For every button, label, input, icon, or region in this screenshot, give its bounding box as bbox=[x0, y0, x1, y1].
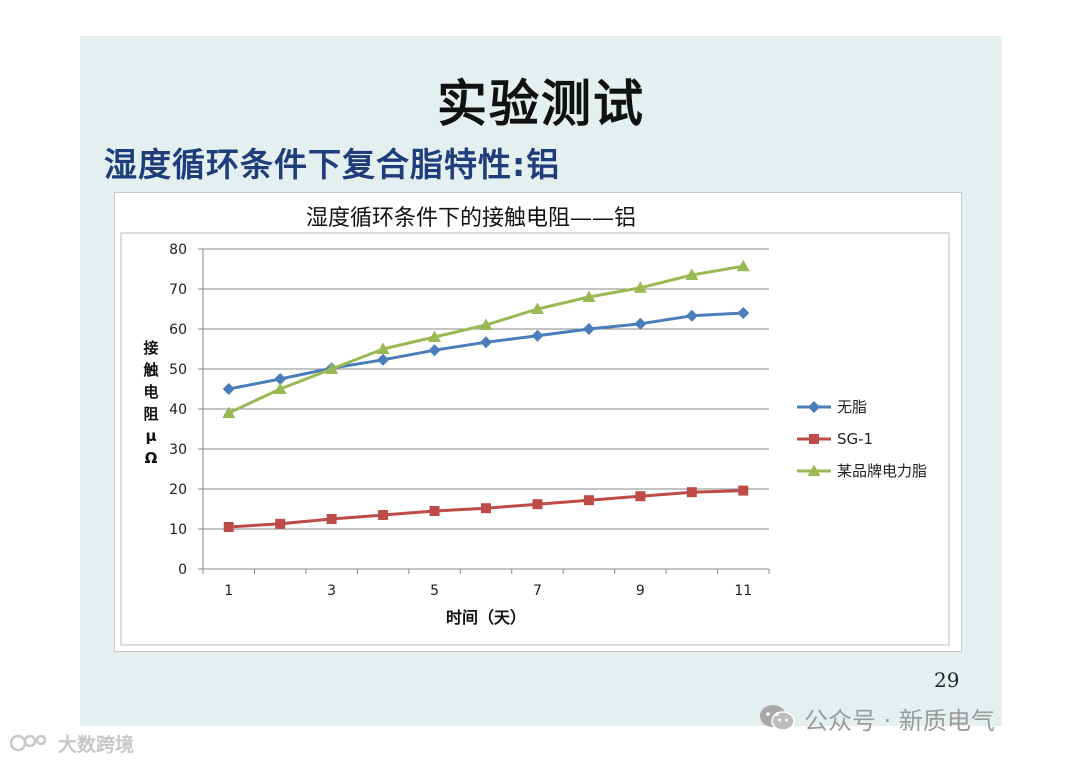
series-lines bbox=[222, 259, 750, 532]
axes: 0 10 20 30 40 50 60 70 80 1 3 5 7 9 11 时间（天） 接触电阻 μ Ω bbox=[143, 242, 770, 627]
x-tick-label: 7 bbox=[533, 583, 542, 599]
data-point bbox=[736, 259, 750, 272]
x-tick-label: 11 bbox=[734, 583, 752, 599]
legend-label: SG-1 bbox=[837, 430, 873, 448]
data-point bbox=[378, 510, 389, 520]
data-point bbox=[326, 514, 337, 524]
y-axis-title-char: Ω bbox=[145, 449, 158, 467]
data-point bbox=[531, 329, 544, 342]
data-point bbox=[685, 309, 698, 322]
y-axis-title-char: μ bbox=[145, 427, 156, 445]
y-axis-title-char: 接 bbox=[143, 339, 158, 357]
data-point bbox=[481, 503, 491, 514]
data-point bbox=[428, 330, 442, 342]
legend-label: 某品牌电力脂 bbox=[837, 462, 927, 480]
y-tick-label: 30 bbox=[169, 442, 187, 458]
y-tick-label: 0 bbox=[178, 562, 187, 578]
data-point bbox=[582, 290, 596, 302]
data-point bbox=[738, 485, 749, 496]
slide: 实验测试 湿度循环条件下复合脂特性:铝 湿度循环条件下的接触电阻——铝 0 10 2… bbox=[80, 36, 1002, 726]
y-tick-label: 70 bbox=[169, 282, 187, 298]
x-tick-label: 1 bbox=[224, 583, 233, 599]
line-chart: 湿度循环条件下的接触电阻——铝 0 10 20 30 40 50 60 70 80 1 3 5 7 9 11… bbox=[120, 206, 950, 646]
grid-lines bbox=[203, 248, 769, 570]
watermark-account-text: 公众号 · 新质电气 bbox=[804, 706, 995, 735]
wechat-icon bbox=[760, 705, 795, 731]
slide-subtitle: 湿度循环条件下复合脂特性:铝 bbox=[104, 145, 561, 184]
legend-label: 无脂 bbox=[837, 398, 867, 416]
data-point bbox=[275, 518, 286, 529]
data-point bbox=[635, 491, 646, 502]
data-point bbox=[429, 506, 440, 516]
data-point bbox=[686, 487, 697, 498]
page-number: 29 bbox=[934, 668, 960, 692]
chart-inner-frame bbox=[120, 232, 950, 646]
data-point bbox=[480, 336, 492, 349]
data-point bbox=[222, 406, 236, 418]
data-point bbox=[325, 362, 339, 374]
data-point bbox=[274, 373, 287, 385]
data-point bbox=[530, 302, 544, 314]
y-tick-label: 60 bbox=[169, 322, 187, 338]
data-point bbox=[273, 382, 287, 394]
watermark-source-text: 大数跨境 bbox=[58, 733, 135, 756]
x-tick-label: 5 bbox=[430, 583, 439, 599]
data-point bbox=[376, 342, 390, 354]
data-point bbox=[532, 499, 543, 510]
y-axis-title: 接触电阻 μ Ω bbox=[143, 339, 158, 467]
data-point bbox=[377, 353, 390, 366]
x-axis-title: 时间（天） bbox=[446, 608, 526, 627]
data-point bbox=[582, 323, 595, 335]
data-point bbox=[583, 495, 594, 506]
legend-marker bbox=[807, 464, 821, 476]
y-tick-label: 80 bbox=[169, 242, 187, 258]
data-point bbox=[633, 281, 647, 293]
legend-marker bbox=[809, 434, 819, 444]
slide-title: 实验测试 bbox=[437, 75, 645, 133]
y-axis-title-char: 电 bbox=[143, 383, 158, 401]
data-point bbox=[685, 268, 699, 280]
y-tick-label: 40 bbox=[169, 402, 187, 418]
x-tick-label: 3 bbox=[327, 583, 336, 599]
data-point bbox=[634, 317, 647, 330]
data-point bbox=[428, 344, 441, 357]
x-tick-label: 9 bbox=[636, 583, 645, 599]
legend-marker bbox=[808, 401, 820, 413]
y-axis-title-char: 触 bbox=[143, 361, 158, 379]
watermark-source: 大数跨境 bbox=[10, 729, 134, 757]
data-point bbox=[222, 383, 235, 395]
legend: 无脂 SG-1 某品牌电力脂 bbox=[797, 398, 927, 480]
data-point bbox=[223, 522, 234, 532]
chart-area: 湿度循环条件下的接触电阻——铝 0 10 20 30 40 50 60 70 80 1 3 5 7 9 11… bbox=[114, 192, 962, 652]
y-axis-title-char: 阻 bbox=[143, 405, 158, 423]
y-tick-label: 10 bbox=[169, 522, 187, 538]
y-tick-label: 20 bbox=[169, 482, 187, 498]
chart-title: 湿度循环条件下的接触电阻——铝 bbox=[306, 206, 636, 231]
data-point bbox=[737, 307, 750, 319]
source-logo-icon bbox=[10, 734, 47, 752]
y-tick-label: 50 bbox=[169, 362, 187, 378]
data-point bbox=[479, 318, 493, 330]
watermark-account: 公众号 · 新质电气 bbox=[758, 700, 995, 736]
